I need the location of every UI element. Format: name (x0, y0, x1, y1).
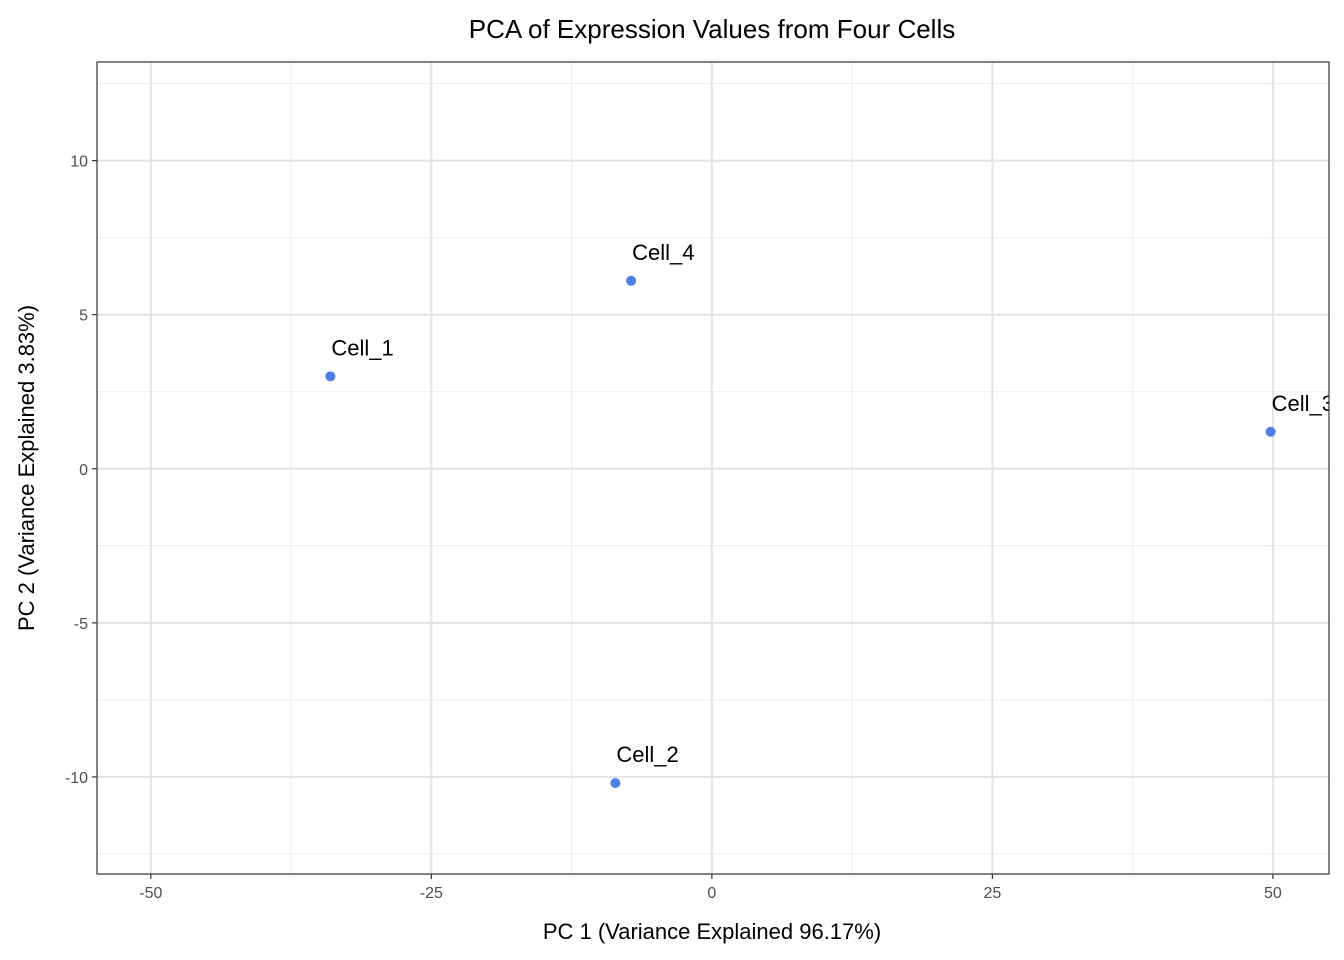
data-point-cell-4 (626, 275, 637, 286)
y-axis-title: PC 2 (Variance Explained 3.83%) (14, 305, 39, 631)
chart-title: PCA of Expression Values from Four Cells (469, 14, 955, 44)
plot-border (96, 61, 1330, 875)
x-axis-title: PC 1 (Variance Explained 96.17%) (543, 919, 881, 944)
x-tick-label: 0 (707, 885, 716, 902)
point-label: Cell_2 (616, 742, 678, 767)
data-point-cell-3 (1265, 426, 1276, 437)
y-tick-label: 0 (79, 462, 88, 479)
point-label: Cell_3 (1272, 391, 1334, 416)
data-point-cell-1 (325, 371, 336, 382)
x-tick-label: 50 (1264, 885, 1282, 902)
x-tick-label: -25 (420, 885, 443, 902)
x-tick-label: -50 (139, 885, 162, 902)
y-tick-label: -5 (74, 616, 88, 633)
y-tick-label: 5 (79, 308, 88, 325)
y-tick-label: -10 (65, 770, 88, 787)
data-points: Cell_1 Cell_4 Cell_3 Cell_2 (325, 240, 1334, 789)
y-tick-label: 10 (70, 154, 88, 171)
point-label: Cell_4 (632, 240, 694, 265)
grid-lines (97, 62, 1329, 874)
data-point-cell-2 (610, 778, 621, 789)
x-tick-label: 25 (983, 885, 1001, 902)
point-label: Cell_1 (331, 335, 393, 360)
